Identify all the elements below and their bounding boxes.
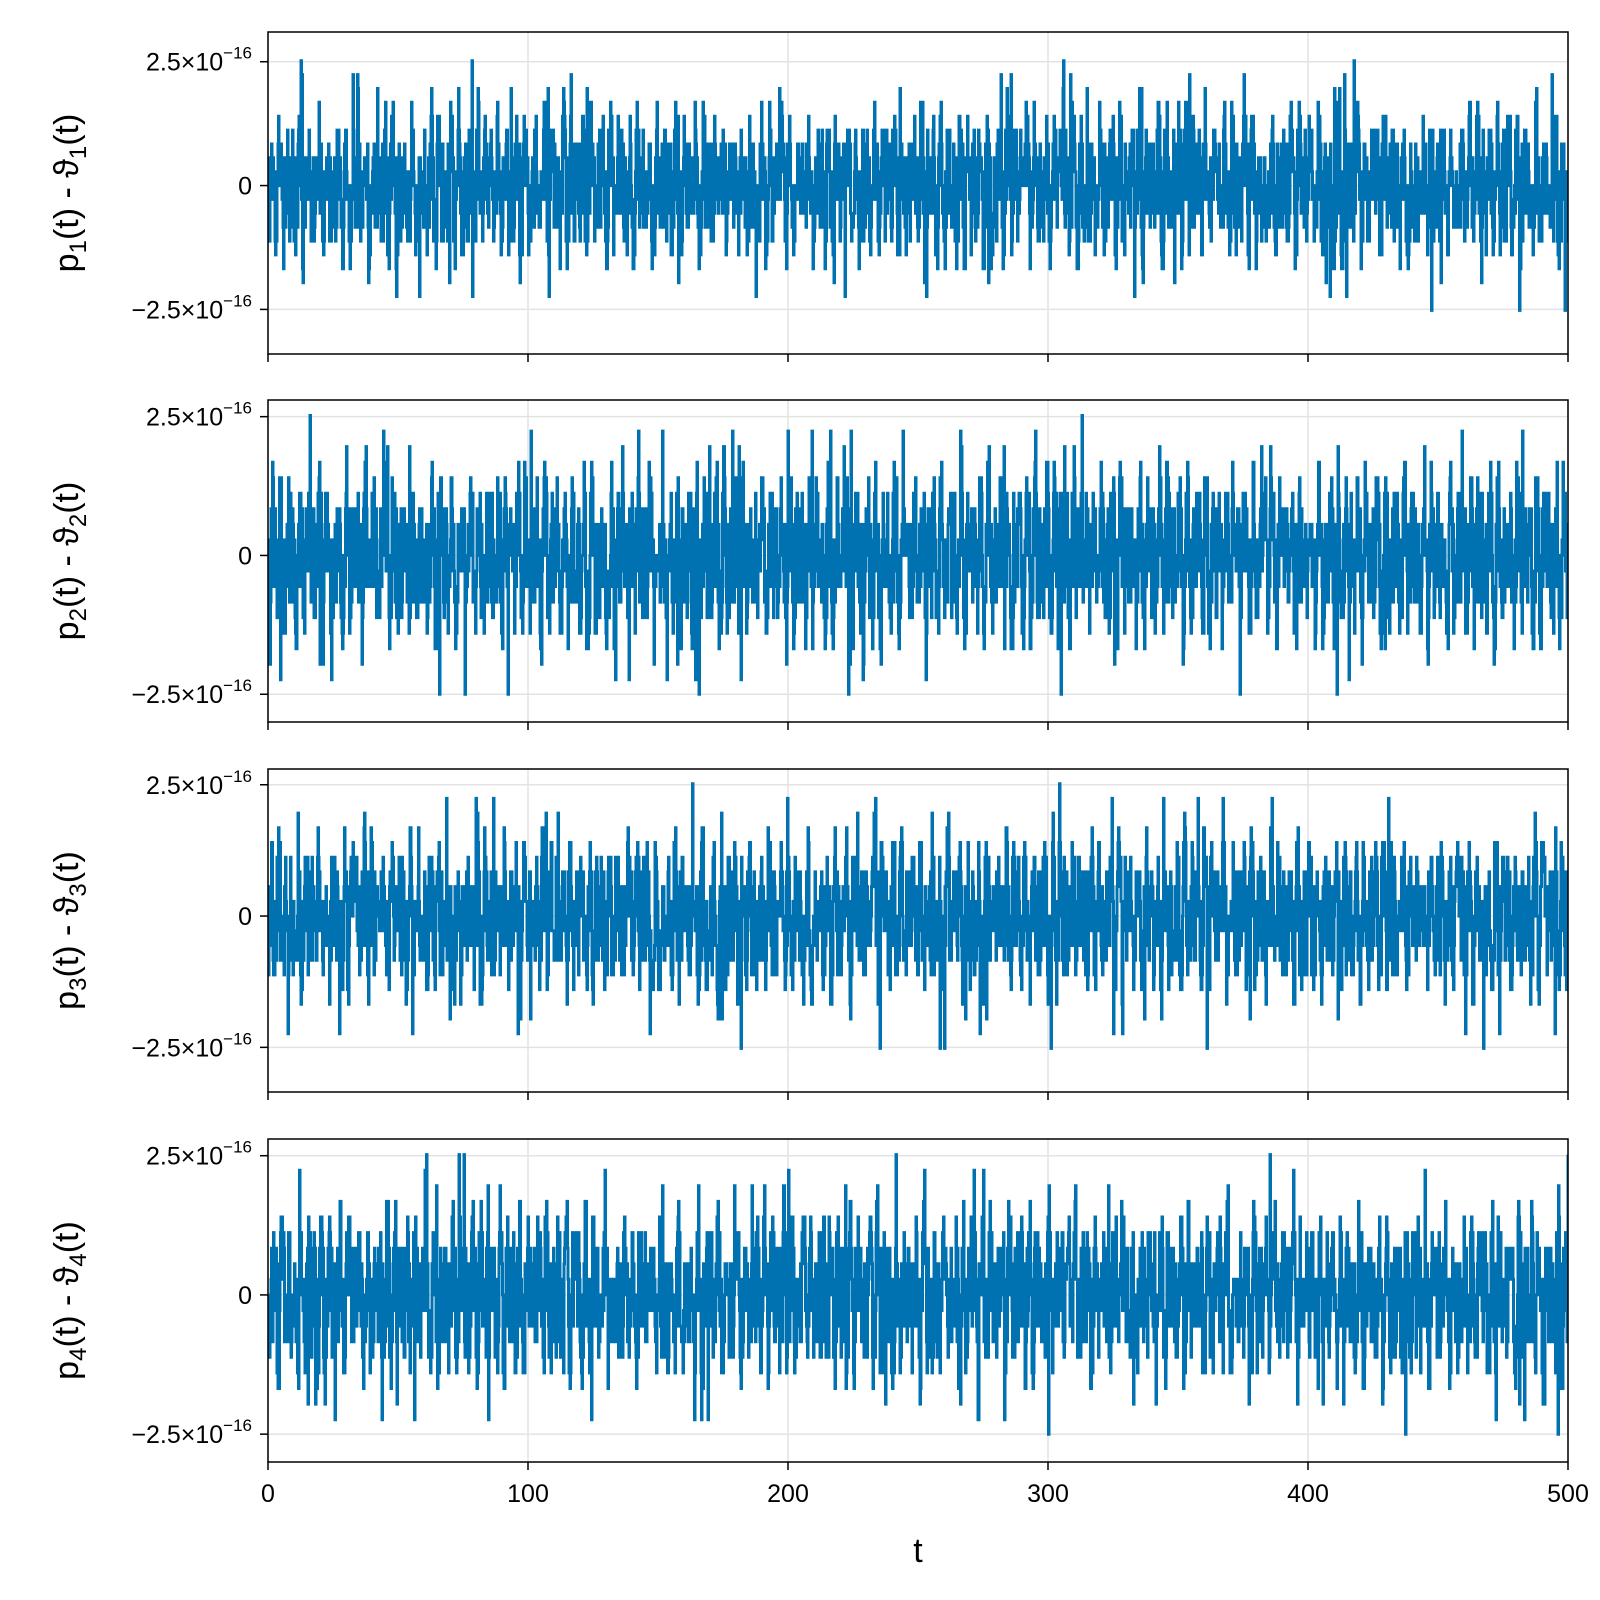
y-tick-label: 0 bbox=[238, 1282, 252, 1310]
series-line bbox=[268, 1153, 1568, 1436]
series-line bbox=[268, 414, 1568, 696]
y-axis-label: p3(t) - ϑ3(t) bbox=[48, 851, 92, 1010]
x-tick-label: 0 bbox=[261, 1480, 275, 1508]
x-tick-label: 500 bbox=[1547, 1480, 1589, 1508]
y-tick-label: −2.5×10−16 bbox=[131, 1416, 252, 1449]
panel-4: 0 100 200 300 400 500 2.5×10−16 0 −2.5×10−16 p4(t… bbox=[48, 1138, 1589, 1570]
y-axis-label: p1(t) - ϑ1(t) bbox=[48, 114, 92, 273]
x-tick-label: 100 bbox=[507, 1480, 549, 1508]
panel-3: 2.5×10−16 0 −2.5×10−16 p3(t) - ϑ3(t) bbox=[48, 767, 1569, 1100]
panel-2: 2.5×10−16 0 −2.5×10−16 p2(t) - ϑ2(t) bbox=[48, 399, 1569, 730]
x-tick-label: 300 bbox=[1027, 1480, 1069, 1508]
x-tick-label: 200 bbox=[767, 1480, 809, 1508]
y-tick-label: 2.5×10−16 bbox=[146, 767, 252, 800]
y-axis-label: p4(t) - ϑ4(t) bbox=[48, 1221, 92, 1380]
x-axis-label: t bbox=[913, 1532, 923, 1570]
y-tick-label: −2.5×10−16 bbox=[131, 676, 252, 709]
series-line bbox=[268, 59, 1568, 312]
axes-frame bbox=[267, 31, 1569, 355]
axes-frame bbox=[267, 1138, 1569, 1463]
x-tick-label: 400 bbox=[1287, 1480, 1329, 1508]
panel-1: 2.5×10−16 0 −2.5×10−16 p1(t) - ϑ1(t) bbox=[48, 31, 1569, 362]
y-tick-label: −2.5×10−16 bbox=[131, 1029, 252, 1062]
y-tick-label: 2.5×10−16 bbox=[146, 1138, 252, 1171]
y-tick-label: 2.5×10−16 bbox=[146, 399, 252, 432]
y-tick-label: 2.5×10−16 bbox=[146, 44, 252, 77]
y-tick-label: 0 bbox=[238, 542, 252, 570]
axes-frame bbox=[267, 768, 1569, 1093]
y-axis-label: p2(t) - ϑ2(t) bbox=[48, 482, 92, 641]
y-tick-label: 0 bbox=[238, 173, 252, 201]
series-line bbox=[268, 782, 1568, 1050]
axes-frame bbox=[267, 399, 1569, 723]
y-tick-label: 0 bbox=[238, 903, 252, 931]
y-tick-label: −2.5×10−16 bbox=[131, 291, 252, 324]
